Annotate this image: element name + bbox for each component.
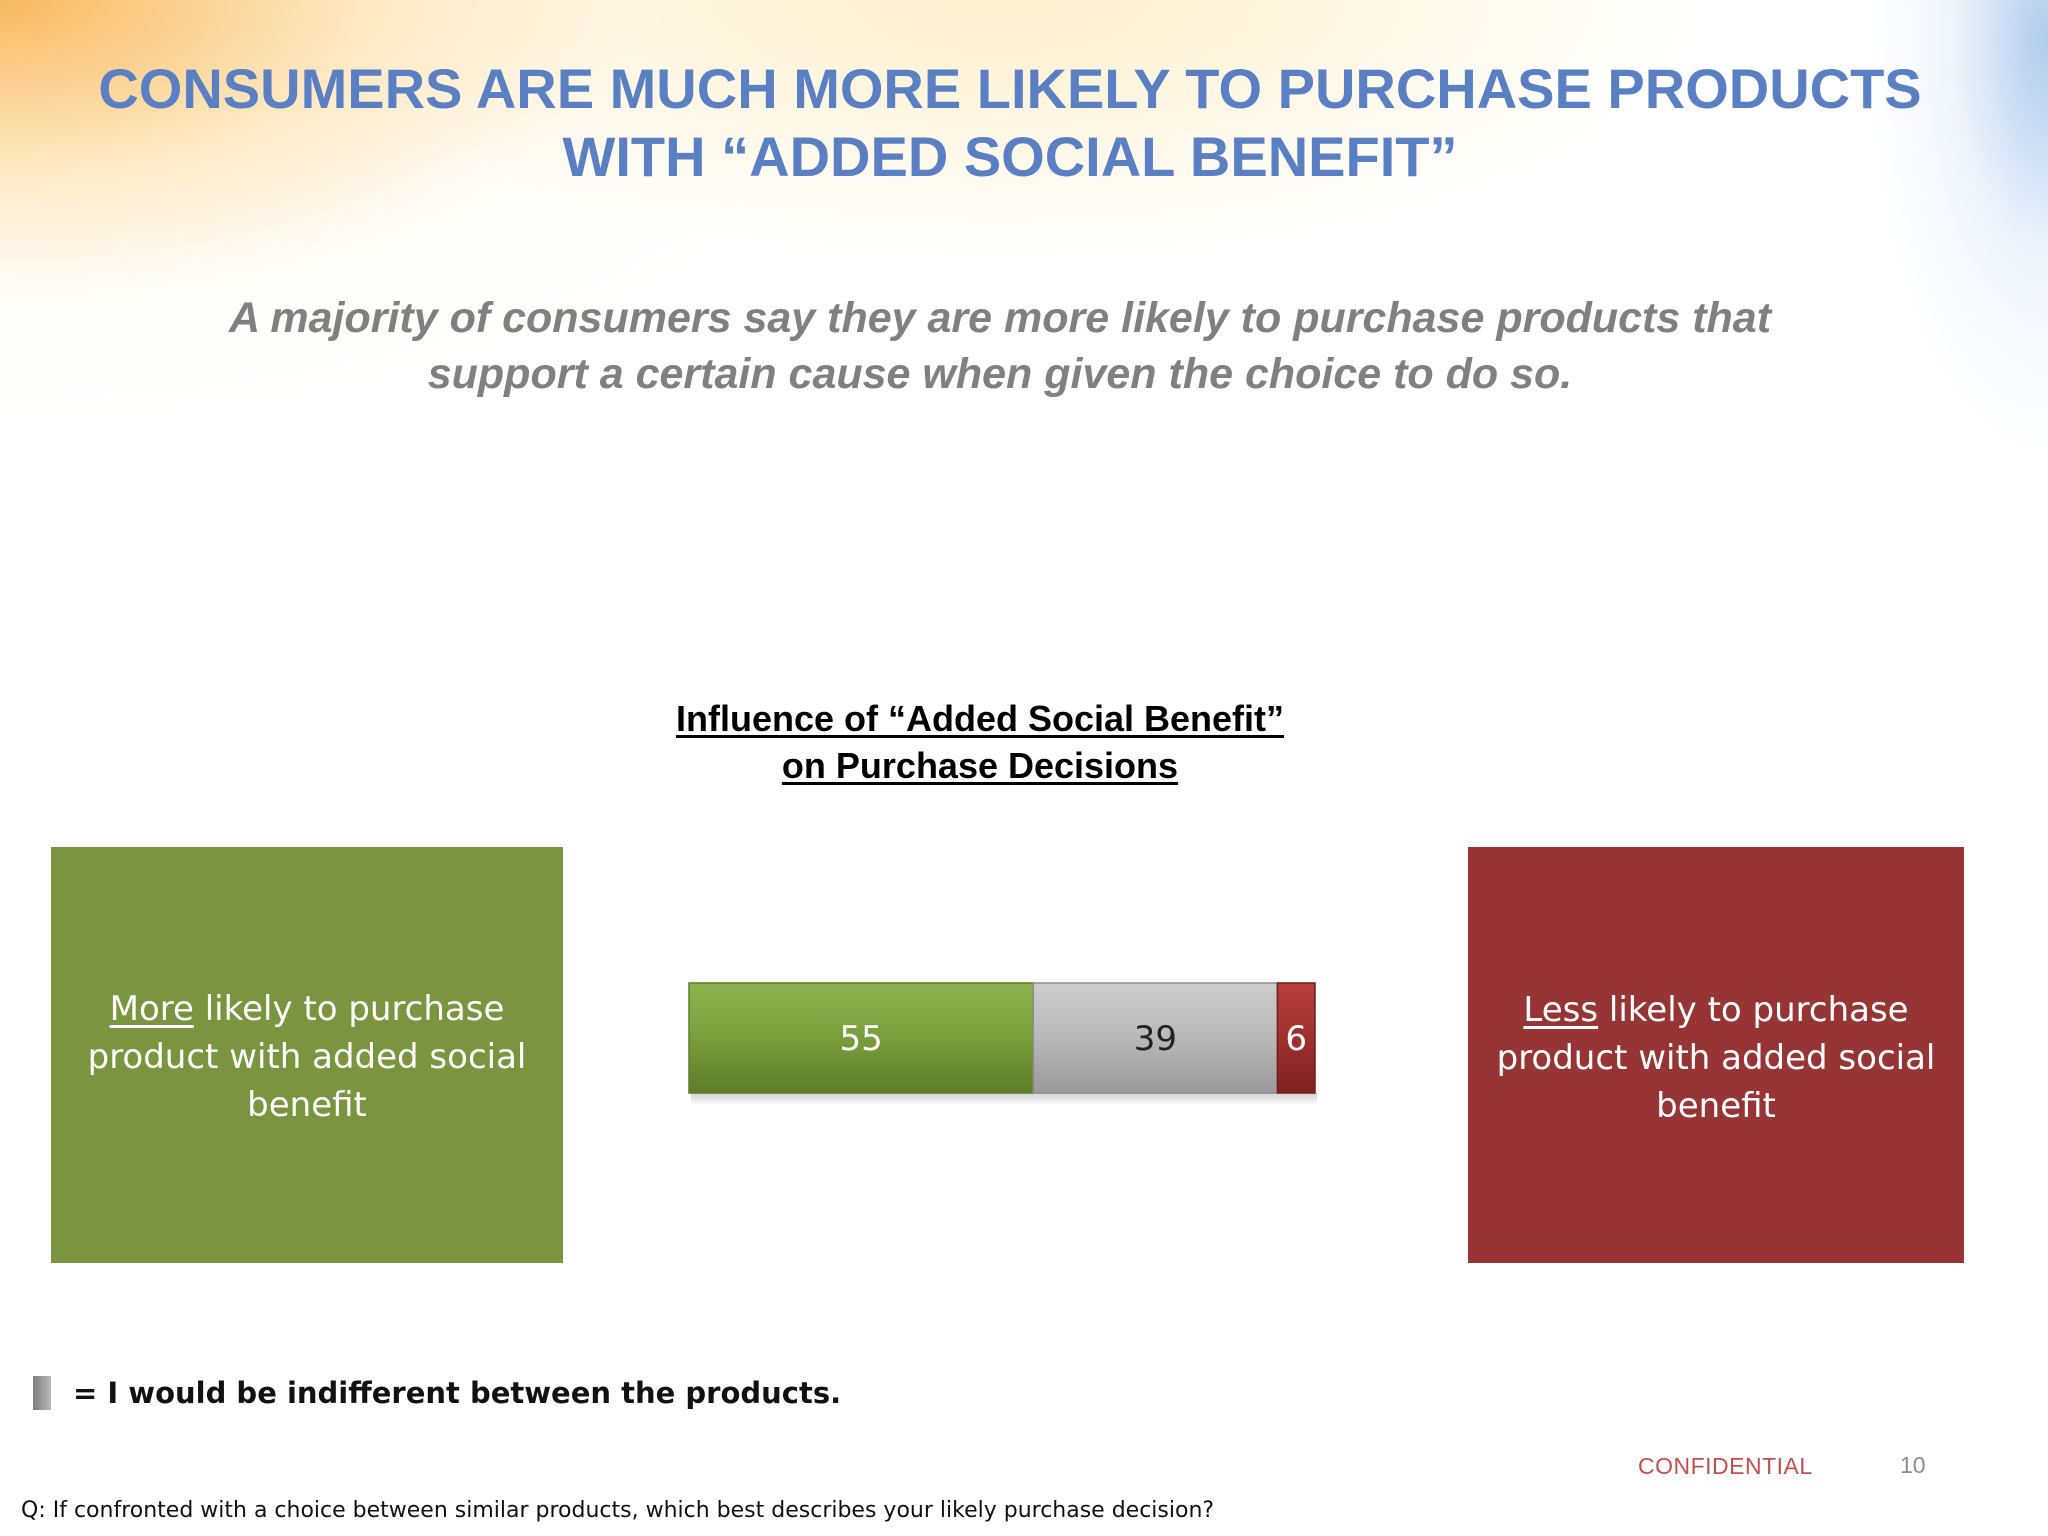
less-likely-line-1: likely to purchase	[1598, 990, 1909, 1030]
data-label-less-likely: 6	[1285, 1019, 1307, 1059]
slide-title-line-2: WITH “ADDED SOCIAL BENEFIT”	[562, 125, 1458, 188]
bar-segment-indifferent	[1032, 982, 1279, 1094]
chart-title-line-2: on Purchase Decisions	[781, 745, 1179, 786]
more-likely-box: More likely to purchase product with add…	[51, 847, 563, 1263]
more-likely-line-2: product with added social	[87, 1037, 527, 1077]
more-likely-emphasis: More	[109, 989, 194, 1029]
chart-title: Influence of “Added Social Benefit” on P…	[580, 695, 1380, 789]
chart-title-line-1: Influence of “Added Social Benefit”	[675, 698, 1285, 739]
slide-title: CONSUMERS ARE MUCH MORE LIKELY TO PURCHA…	[60, 55, 1960, 191]
indifferent-swatch	[33, 1376, 51, 1410]
less-likely-line-3: benefit	[1656, 1086, 1776, 1126]
legend: = I would be indifferent between the pro…	[33, 1375, 841, 1411]
data-label-more-likely: 55	[840, 1019, 883, 1059]
less-likely-line-2: product with added social	[1496, 1038, 1936, 1078]
slide-subtitle-line-2: support a certain cause when given the c…	[427, 350, 1573, 398]
more-likely-text: More likely to purchase product with add…	[87, 985, 527, 1129]
more-likely-line-3: benefit	[247, 1085, 367, 1125]
confidential-label: CONFIDENTIAL	[1638, 1453, 1813, 1479]
stacked-bar-chart: 55 39 6	[688, 982, 1317, 1105]
bar-shadow	[691, 1093, 1317, 1105]
bar-segment-less-likely	[1276, 982, 1316, 1094]
legend-text: = I would be indifferent between the pro…	[73, 1376, 842, 1410]
data-label-indifferent: 39	[1134, 1019, 1177, 1059]
more-likely-line-1: likely to purchase	[193, 989, 505, 1029]
slide-subtitle-line-1: A majority of consumers say they are mor…	[228, 294, 1772, 342]
page-number: 10	[1900, 1452, 1926, 1478]
less-likely-emphasis: Less	[1523, 990, 1599, 1030]
slide-title-line-1: CONSUMERS ARE MUCH MORE LIKELY TO PURCHA…	[98, 57, 1922, 120]
survey-question: Q: If confronted with a choice between s…	[21, 1498, 1215, 1523]
less-likely-text: Less likely to purchase product with add…	[1496, 986, 1936, 1130]
slide-subtitle: A majority of consumers say they are mor…	[120, 290, 1880, 402]
less-likely-box: Less likely to purchase product with add…	[1468, 847, 1964, 1263]
bar-segment-more-likely	[688, 982, 1035, 1094]
